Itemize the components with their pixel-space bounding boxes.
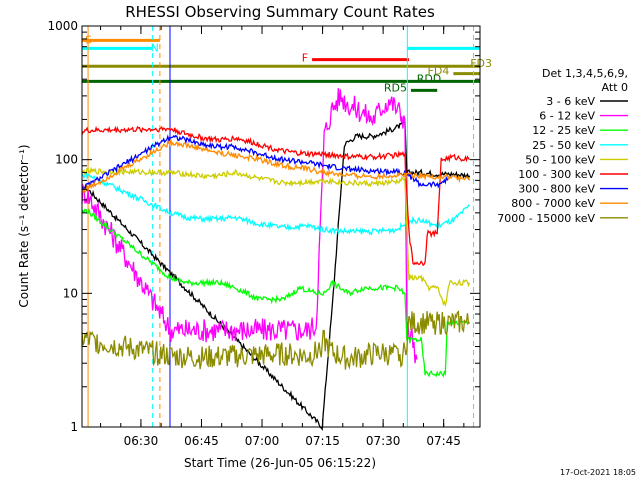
series-line [81,88,418,364]
series-line [81,171,470,236]
legend-entry: 12 - 25 keV [532,124,595,137]
legend-entry: 7000 - 15000 keV [497,212,595,225]
legend: Det 1,3,4,5,6,9, Att 0 3 - 6 keV 6 - 12 k… [497,67,628,225]
x-axis-label: Start Time (26-Jun-05 06:15:22) [184,456,376,470]
mode-bar-label: N [151,41,159,54]
series-lines [81,88,471,432]
y-tick-label: 10 [63,286,78,300]
series-line [81,207,470,378]
legend-header-2: Att 0 [602,81,628,94]
y-axis-label: Count Rate (s⁻¹ detector⁻¹) [17,144,31,307]
observing-mode-bars: SNFFD3FD4RDDRD5 [82,33,492,94]
mode-bar-label: RDD [417,72,442,85]
legend-entry: 25 - 50 keV [532,139,595,152]
chart-title: RHESSI Observing Summary Count Rates [125,3,435,21]
legend-entry: 100 - 300 keV [518,168,595,181]
y-tick-label: 1 [70,420,78,434]
legend-entry: 6 - 12 keV [539,110,595,123]
legend-entry: 300 - 800 keV [518,183,595,196]
x-tick-label: 07:00 [245,434,280,448]
plot-frame [81,25,481,428]
mode-bar-label: FD3 [470,57,492,70]
y-axis: 1 10 100 1000 [47,19,480,434]
x-tick-label: 07:45 [426,434,461,448]
mode-bar-label: F [302,52,308,65]
series-line [81,139,471,194]
series-line [81,310,470,370]
legend-header-1: Det 1,3,4,5,6,9, [542,67,628,80]
event-lines [87,26,475,427]
y-tick-label: 100 [55,153,78,167]
series-line [81,134,450,191]
footer-timestamp: 17-Oct-2021 18:05 [560,468,636,477]
legend-entry: 50 - 100 keV [525,153,595,166]
x-tick-label: 06:45 [184,434,219,448]
x-tick-label: 06:30 [124,434,159,448]
legend-entry: 3 - 6 keV [546,95,595,108]
x-tick-label: 07:30 [366,434,401,448]
legend-entry: 800 - 7000 keV [511,197,595,210]
series-line [81,166,471,308]
x-axis: 06:30 06:45 07:00 07:15 07:30 07:45 [100,26,465,448]
y-tick-label: 1000 [47,19,78,33]
mode-bar-label: RD5 [384,81,407,94]
x-tick-label: 07:15 [305,434,340,448]
series-line [81,125,471,267]
mode-bar-label: FD4 [428,65,450,78]
